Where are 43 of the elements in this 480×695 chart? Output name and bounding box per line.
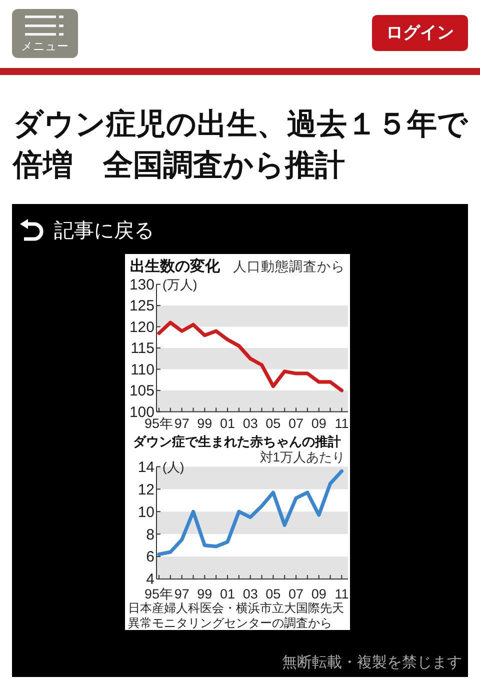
text: 無断転載・複製を禁じます <box>281 653 462 673</box>
x-tick-label: 05 <box>266 586 281 602</box>
x-tick-label: 01 <box>220 416 236 431</box>
x-tick-label: 95年 <box>144 416 174 431</box>
x-tick-label: 03 <box>242 586 258 602</box>
x-tick-label: 03 <box>242 416 258 431</box>
x-tick-label: 95年 <box>144 586 174 602</box>
y-axis-title: (万人) <box>162 276 198 292</box>
text: ダウン症児の出生、過去１５年で倍増 全国調査から推計 <box>13 107 470 184</box>
x-tick-label: 09 <box>311 416 326 431</box>
text: ログイン <box>372 15 468 51</box>
y-tick-label: 125 <box>129 298 154 315</box>
x-tick-label: 01 <box>220 586 236 602</box>
x-tick-label: 07 <box>288 416 304 431</box>
y-tick-label: 14 <box>138 458 154 476</box>
y-tick-label: 110 <box>130 361 154 378</box>
x-tick-label: 99 <box>197 586 212 602</box>
chart-title: 出生数の変化 <box>130 257 221 275</box>
y-tick-label: 120 <box>129 318 154 336</box>
chart-title: ダウン症で生まれた赤ちゃんの推計 <box>133 434 341 449</box>
x-tick-label: 97 <box>174 416 190 431</box>
chart-subtitle: 人口動態調査から <box>233 259 345 274</box>
line-series <box>157 320 344 392</box>
text: 記事に戻る <box>54 219 154 243</box>
y-tick-label: 6 <box>146 548 154 566</box>
y-axis-title: (人) <box>162 459 184 474</box>
text: メニュー <box>20 40 70 54</box>
x-tick-label: 07 <box>288 586 304 602</box>
y-tick-label: 8 <box>146 526 154 544</box>
text: 日本産婦人科医会・横浜市立大国際先天異常モニタリングセンターの調査から <box>128 601 345 631</box>
x-tick-label: 09 <box>311 586 326 602</box>
x-tick-label: 05 <box>266 416 281 431</box>
x-tick-label: 97 <box>174 586 190 602</box>
y-tick-label: 105 <box>129 382 154 400</box>
chart-subtitle: 対1万人あたり <box>260 450 345 464</box>
x-tick-label: 11 <box>334 416 349 431</box>
y-tick-label: 130 <box>129 276 154 294</box>
y-tick-label: 115 <box>130 340 154 358</box>
x-tick-label: 11 <box>334 586 349 602</box>
x-tick-label: 99 <box>197 416 212 431</box>
y-tick-label: 12 <box>138 481 154 498</box>
y-tick-label: 4 <box>146 571 154 588</box>
y-tick-label: 10 <box>138 504 154 521</box>
